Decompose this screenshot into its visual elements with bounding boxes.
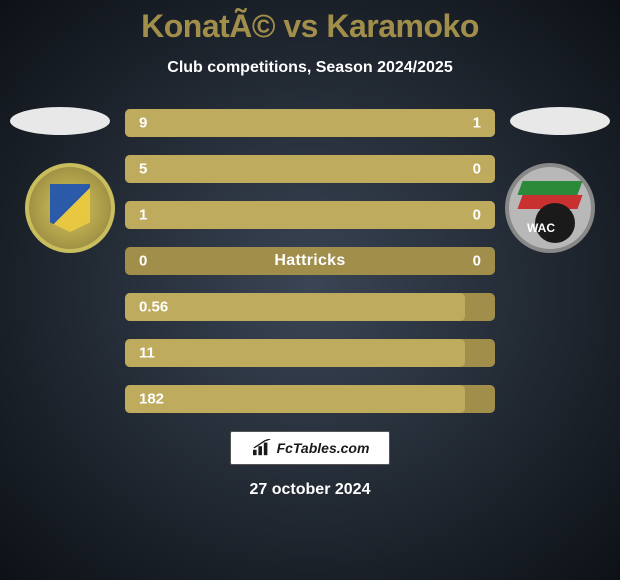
stat-fill [125, 293, 465, 321]
chart-icon [251, 439, 273, 457]
stat-left-value: 0 [139, 253, 147, 270]
fctables-badge[interactable]: FcTables.com [230, 431, 390, 465]
stat-left-value: 9 [139, 115, 147, 132]
stat-fill [125, 109, 495, 137]
stat-right-value: 0 [473, 253, 481, 270]
stat-row-goals: 5 Goals 0 [125, 155, 495, 183]
fctables-text: FcTables.com [277, 440, 370, 456]
club-logo-right: WAC [505, 163, 595, 253]
stat-left-value: 182 [139, 391, 164, 408]
page-subtitle: Club competitions, Season 2024/2025 [0, 59, 620, 77]
stat-row-shots-per-goal: 11 Shots per goal [125, 339, 495, 367]
stat-fill [125, 155, 495, 183]
stat-right-value: 0 [473, 207, 481, 224]
stats-bars: 9 Matches 1 5 Goals 0 1 Assists 0 0 Hatt… [125, 95, 495, 413]
comparison-area: WAC 9 Matches 1 5 Goals 0 1 Assists 0 0 … [0, 95, 620, 499]
stat-row-min-per-goal: 182 Min per goal [125, 385, 495, 413]
stat-left-value: 0.56 [139, 299, 168, 316]
stat-row-assists: 1 Assists 0 [125, 201, 495, 229]
stat-row-hattricks: 0 Hattricks 0 [125, 247, 495, 275]
logo-stripe-green [517, 181, 582, 195]
player-left-ellipse [10, 107, 110, 135]
club-logo-left [25, 163, 115, 253]
stat-row-matches: 9 Matches 1 [125, 109, 495, 137]
club-shield-icon [50, 184, 90, 232]
stat-fill [125, 385, 465, 413]
player-right-ellipse [510, 107, 610, 135]
page-title: KonatÃ© vs Karamoko [0, 0, 620, 45]
stat-right-value: 0 [473, 161, 481, 178]
stat-left-value: 5 [139, 161, 147, 178]
stat-fill [125, 201, 495, 229]
stat-right-value: 1 [473, 115, 481, 132]
date-text: 27 october 2024 [0, 481, 620, 499]
stat-row-goals-per-match: 0.56 Goals per match [125, 293, 495, 321]
logo-wac-text: WAC [527, 221, 555, 235]
stat-left-value: 11 [139, 345, 155, 362]
stat-label: Hattricks [274, 252, 345, 270]
stat-fill [125, 339, 465, 367]
stat-left-value: 1 [139, 207, 147, 224]
